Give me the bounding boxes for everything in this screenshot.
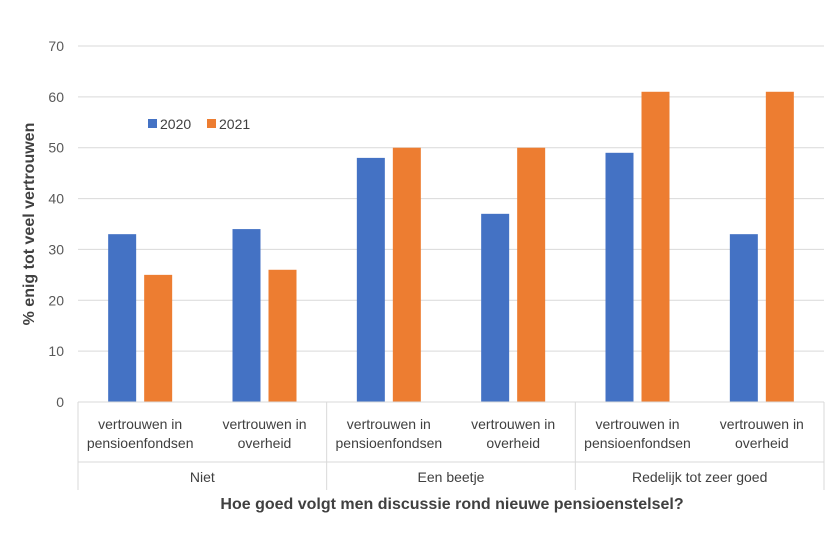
bar-2021-3 bbox=[392, 147, 421, 402]
category-label-line1: vertrouwen in bbox=[347, 416, 431, 432]
group-label: Een beetje bbox=[418, 469, 485, 485]
gridlines bbox=[78, 45, 824, 352]
y-tick-label: 40 bbox=[48, 191, 64, 207]
bar-2020-4 bbox=[481, 213, 510, 402]
bar-2021-5 bbox=[641, 91, 670, 403]
x-axis-title: Hoe goed volgt men discussie rond nieuwe… bbox=[220, 496, 683, 513]
bar-2020-6 bbox=[729, 234, 758, 402]
category-label-line1: vertrouwen in bbox=[471, 416, 555, 432]
category-label-line1: vertrouwen in bbox=[98, 416, 182, 432]
y-tick-label: 0 bbox=[56, 394, 64, 410]
y-tick-label: 50 bbox=[48, 140, 64, 156]
bar-2021-4 bbox=[517, 147, 546, 402]
x-axis: vertrouwen in pensioenfondsen vertrouwen i… bbox=[77, 401, 825, 490]
y-tick-label: 10 bbox=[48, 343, 64, 359]
group-label: Redelijk tot zeer goed bbox=[632, 469, 767, 485]
legend-swatch-2020 bbox=[148, 119, 157, 128]
bar-2020-2 bbox=[232, 229, 261, 402]
bar-2021-6 bbox=[765, 91, 794, 403]
y-axis-title: % enig tot veel vertrouwen bbox=[21, 123, 38, 326]
legend: 2020 2021 bbox=[148, 116, 250, 132]
y-axis-ticks: 0 10 20 30 40 50 60 70 bbox=[48, 38, 64, 410]
category-label-line2: overheid bbox=[735, 435, 789, 451]
legend-swatch-2021 bbox=[207, 119, 216, 128]
bar-2020-1 bbox=[108, 234, 137, 402]
bar-2020-3 bbox=[356, 157, 385, 402]
bars bbox=[108, 91, 794, 403]
category-label-line2: overheid bbox=[486, 435, 540, 451]
category-label-line1: vertrouwen in bbox=[595, 416, 679, 432]
category-label-line1: vertrouwen in bbox=[222, 416, 306, 432]
bar-2021-2 bbox=[268, 269, 297, 402]
y-tick-label: 70 bbox=[48, 38, 64, 54]
category-label-line1: vertrouwen in bbox=[720, 416, 804, 432]
y-tick-label: 20 bbox=[48, 292, 64, 308]
legend-label-2021: 2021 bbox=[219, 116, 250, 132]
y-tick-label: 30 bbox=[48, 241, 64, 257]
group-label: Niet bbox=[190, 469, 215, 485]
bar-2020-5 bbox=[605, 152, 634, 402]
legend-label-2020: 2020 bbox=[160, 116, 191, 132]
category-label-line2: overheid bbox=[238, 435, 292, 451]
y-tick-label: 60 bbox=[48, 89, 64, 105]
category-label-line2: pensioenfondsen bbox=[584, 435, 691, 451]
bar-2021-1 bbox=[144, 274, 173, 402]
category-label-line2: pensioenfondsen bbox=[336, 435, 443, 451]
category-label-line2: pensioenfondsen bbox=[87, 435, 194, 451]
